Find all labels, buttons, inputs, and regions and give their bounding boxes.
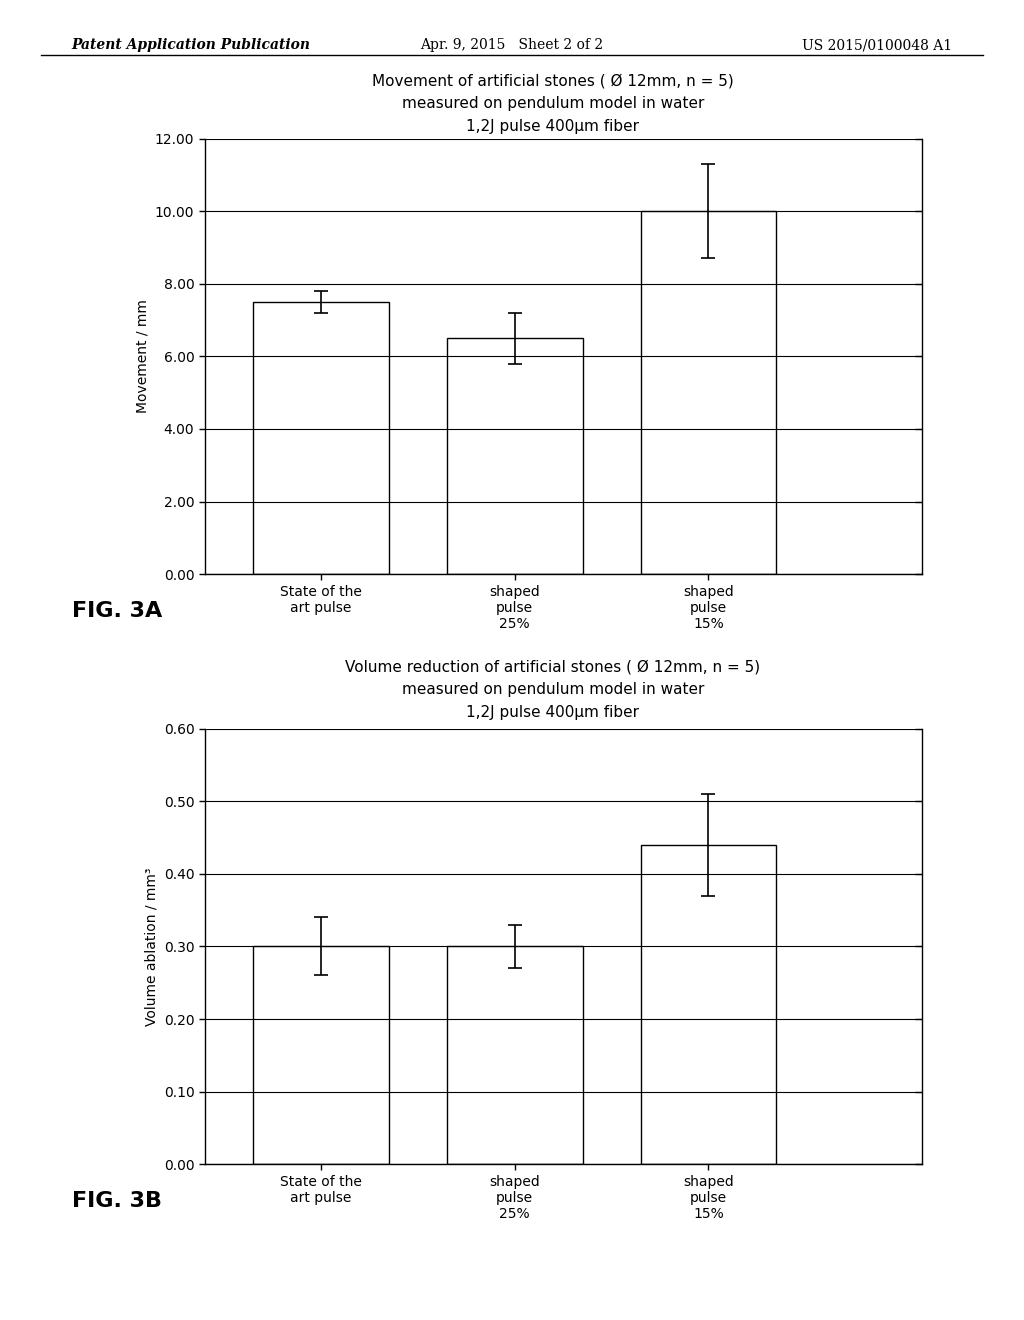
Text: measured on pendulum model in water: measured on pendulum model in water: [401, 682, 705, 697]
Text: FIG. 3A: FIG. 3A: [72, 601, 162, 620]
Y-axis label: Volume ablation / mm³: Volume ablation / mm³: [144, 867, 158, 1026]
Bar: [253, 946, 389, 1164]
Text: Volume reduction of artificial stones ( Ø 12mm, n = 5): Volume reduction of artificial stones ( …: [345, 660, 761, 675]
Text: Movement of artificial stones ( Ø 12mm, n = 5): Movement of artificial stones ( Ø 12mm, …: [372, 74, 734, 88]
Bar: [446, 946, 583, 1164]
Bar: [446, 338, 583, 574]
Text: 1,2J pulse 400μm fiber: 1,2J pulse 400μm fiber: [467, 705, 639, 719]
Bar: [641, 211, 776, 574]
Bar: [641, 845, 776, 1164]
Text: FIG. 3B: FIG. 3B: [72, 1191, 162, 1210]
Text: 1,2J pulse 400μm fiber: 1,2J pulse 400μm fiber: [467, 119, 639, 133]
Text: US 2015/0100048 A1: US 2015/0100048 A1: [802, 38, 952, 53]
Text: Apr. 9, 2015   Sheet 2 of 2: Apr. 9, 2015 Sheet 2 of 2: [421, 38, 603, 53]
Bar: [253, 302, 389, 574]
Y-axis label: Movement / mm: Movement / mm: [135, 300, 150, 413]
Text: measured on pendulum model in water: measured on pendulum model in water: [401, 96, 705, 111]
Text: Patent Application Publication: Patent Application Publication: [72, 38, 310, 53]
